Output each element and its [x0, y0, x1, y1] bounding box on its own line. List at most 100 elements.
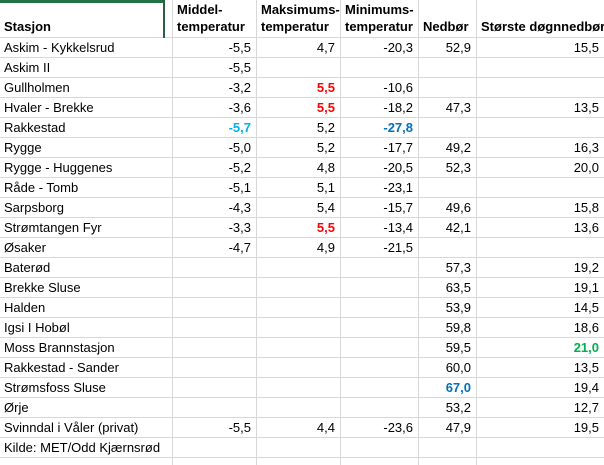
- minimums-temperatur-cell[interactable]: -21,5: [341, 238, 419, 258]
- minimums-temperatur-cell[interactable]: [341, 258, 419, 278]
- nedbor-cell[interactable]: 67,0: [419, 378, 477, 398]
- nedbor-cell[interactable]: 49,2: [419, 138, 477, 158]
- middel-temperatur-cell[interactable]: -5,5: [173, 418, 257, 438]
- maksimums-temperatur-cell[interactable]: [257, 438, 341, 458]
- header-station[interactable]: Stasjon: [0, 0, 173, 38]
- station-cell[interactable]: Ørje: [0, 398, 173, 418]
- maksimums-temperatur-cell[interactable]: 5,2: [257, 138, 341, 158]
- dognnedbor-cell[interactable]: 19,1: [477, 278, 604, 298]
- dognnedbor-cell[interactable]: 16,3: [477, 138, 604, 158]
- nedbor-cell[interactable]: [419, 238, 477, 258]
- dognnedbor-cell[interactable]: 19,5: [477, 418, 604, 438]
- maksimums-temperatur-cell[interactable]: [257, 278, 341, 298]
- minimums-temperatur-cell[interactable]: [341, 58, 419, 78]
- minimums-temperatur-cell[interactable]: [341, 338, 419, 358]
- nedbor-cell[interactable]: [419, 78, 477, 98]
- header-maksimums-temperatur[interactable]: Maksimums- temperatur: [257, 0, 341, 38]
- minimums-temperatur-cell[interactable]: -20,3: [341, 38, 419, 58]
- dognnedbor-cell[interactable]: 19,4: [477, 378, 604, 398]
- station-cell[interactable]: Øsaker: [0, 238, 173, 258]
- header-middel-temperatur[interactable]: Middel- temperatur: [173, 0, 257, 38]
- middel-temperatur-cell[interactable]: [173, 298, 257, 318]
- dognnedbor-cell[interactable]: [477, 438, 604, 458]
- minimums-temperatur-cell[interactable]: [341, 318, 419, 338]
- middel-temperatur-cell[interactable]: [173, 278, 257, 298]
- maksimums-temperatur-cell[interactable]: [257, 318, 341, 338]
- station-cell[interactable]: Halden: [0, 298, 173, 318]
- maksimums-temperatur-cell[interactable]: [257, 298, 341, 318]
- station-cell[interactable]: Askim - Kykkelsrud: [0, 38, 173, 58]
- nedbor-cell[interactable]: 53,9: [419, 298, 477, 318]
- maksimums-temperatur-cell[interactable]: [257, 258, 341, 278]
- station-cell[interactable]: Gullholmen: [0, 78, 173, 98]
- middel-temperatur-cell[interactable]: -5,5: [173, 58, 257, 78]
- station-cell[interactable]: Rakkestad - Sander: [0, 358, 173, 378]
- middel-temperatur-cell[interactable]: -3,2: [173, 78, 257, 98]
- dognnedbor-cell[interactable]: 13,6: [477, 218, 604, 238]
- station-cell[interactable]: Rygge - Huggenes: [0, 158, 173, 178]
- middel-temperatur-cell[interactable]: [173, 338, 257, 358]
- minimums-temperatur-cell[interactable]: [341, 378, 419, 398]
- dognnedbor-cell[interactable]: [477, 238, 604, 258]
- minimums-temperatur-cell[interactable]: [341, 398, 419, 418]
- station-cell[interactable]: Sarpsborg: [0, 198, 173, 218]
- maksimums-temperatur-cell[interactable]: 4,4: [257, 418, 341, 438]
- nedbor-cell[interactable]: 47,3: [419, 98, 477, 118]
- minimums-temperatur-cell[interactable]: -20,5: [341, 158, 419, 178]
- station-cell[interactable]: Baterød: [0, 258, 173, 278]
- dognnedbor-cell[interactable]: 15,5: [477, 38, 604, 58]
- station-cell[interactable]: Hvaler - Brekke: [0, 98, 173, 118]
- station-cell[interactable]: Brekke Sluse: [0, 278, 173, 298]
- dognnedbor-cell[interactable]: [477, 178, 604, 198]
- maksimums-temperatur-cell[interactable]: 4,7: [257, 38, 341, 58]
- middel-temperatur-cell[interactable]: -4,3: [173, 198, 257, 218]
- minimums-temperatur-cell[interactable]: -10,6: [341, 78, 419, 98]
- nedbor-cell[interactable]: 53,2: [419, 398, 477, 418]
- nedbor-cell[interactable]: 49,6: [419, 198, 477, 218]
- nedbor-cell[interactable]: [419, 178, 477, 198]
- dognnedbor-cell[interactable]: 18,6: [477, 318, 604, 338]
- nedbor-cell[interactable]: 47,9: [419, 418, 477, 438]
- minimums-temperatur-cell[interactable]: -23,1: [341, 178, 419, 198]
- minimums-temperatur-cell[interactable]: [341, 438, 419, 458]
- dognnedbor-cell[interactable]: [477, 118, 604, 138]
- middel-temperatur-cell[interactable]: -5,2: [173, 158, 257, 178]
- middel-temperatur-cell[interactable]: -5,5: [173, 38, 257, 58]
- maksimums-temperatur-cell[interactable]: 5,4: [257, 198, 341, 218]
- maksimums-temperatur-cell[interactable]: [257, 358, 341, 378]
- middel-temperatur-cell[interactable]: [173, 318, 257, 338]
- nedbor-cell[interactable]: 57,3: [419, 258, 477, 278]
- minimums-temperatur-cell[interactable]: [341, 298, 419, 318]
- minimums-temperatur-cell[interactable]: -17,7: [341, 138, 419, 158]
- dognnedbor-cell[interactable]: 13,5: [477, 358, 604, 378]
- station-cell[interactable]: Rygge: [0, 138, 173, 158]
- dognnedbor-cell[interactable]: [477, 78, 604, 98]
- middel-temperatur-cell[interactable]: [173, 378, 257, 398]
- dognnedbor-cell[interactable]: 15,8: [477, 198, 604, 218]
- dognnedbor-cell[interactable]: 13,5: [477, 98, 604, 118]
- nedbor-cell[interactable]: 60,0: [419, 358, 477, 378]
- nedbor-cell[interactable]: 59,8: [419, 318, 477, 338]
- maksimums-temperatur-cell[interactable]: 4,9: [257, 238, 341, 258]
- nedbor-cell[interactable]: 52,9: [419, 38, 477, 58]
- maksimums-temperatur-cell[interactable]: 5,1: [257, 178, 341, 198]
- middel-temperatur-cell[interactable]: -3,3: [173, 218, 257, 238]
- nedbor-cell[interactable]: 63,5: [419, 278, 477, 298]
- station-cell[interactable]: Rakkestad: [0, 118, 173, 138]
- middel-temperatur-cell[interactable]: -5,0: [173, 138, 257, 158]
- nedbor-cell[interactable]: [419, 58, 477, 78]
- minimums-temperatur-cell[interactable]: -27,8: [341, 118, 419, 138]
- header-minimums-temperatur[interactable]: Minimums- temperatur: [341, 0, 419, 38]
- minimums-temperatur-cell[interactable]: -18,2: [341, 98, 419, 118]
- station-cell[interactable]: Strømsfoss Sluse: [0, 378, 173, 398]
- maksimums-temperatur-cell[interactable]: [257, 58, 341, 78]
- middel-temperatur-cell[interactable]: -3,6: [173, 98, 257, 118]
- dognnedbor-cell[interactable]: 20,0: [477, 158, 604, 178]
- dognnedbor-cell[interactable]: 19,2: [477, 258, 604, 278]
- nedbor-cell[interactable]: [419, 118, 477, 138]
- maksimums-temperatur-cell[interactable]: [257, 398, 341, 418]
- header-nedbor[interactable]: Nedbør: [419, 0, 477, 38]
- station-cell[interactable]: Kilde: MET/Odd Kjærnsrød: [0, 438, 173, 458]
- middel-temperatur-cell[interactable]: [173, 438, 257, 458]
- middel-temperatur-cell[interactable]: [173, 398, 257, 418]
